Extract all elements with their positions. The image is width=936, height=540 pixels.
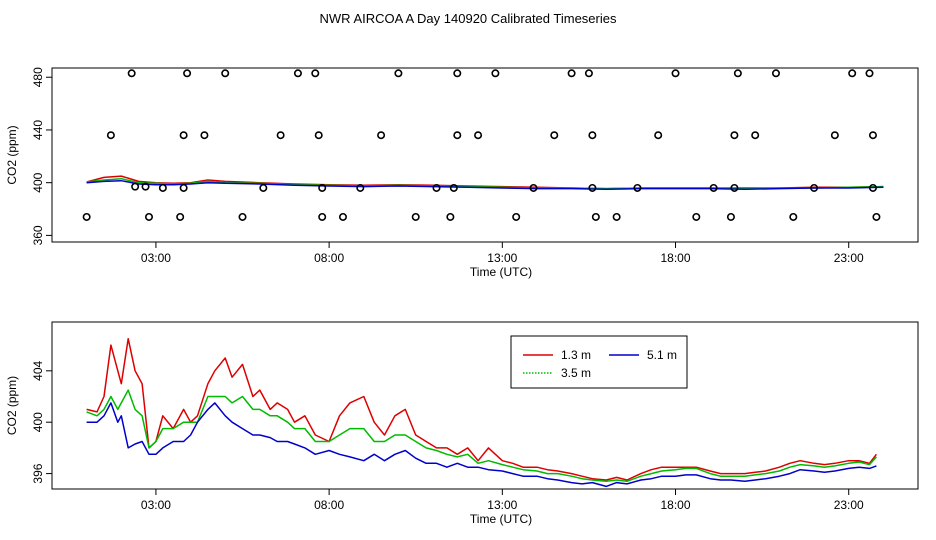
scatter-point bbox=[771, 69, 780, 78]
scatter-point bbox=[453, 131, 462, 140]
scatter-point bbox=[848, 69, 857, 78]
plot-frame bbox=[51, 321, 919, 490]
scatter-point bbox=[591, 212, 600, 221]
x-tick-label: 23:00 bbox=[834, 498, 864, 512]
scatter-point bbox=[529, 183, 538, 192]
scatter-point bbox=[179, 183, 188, 192]
scatter-point bbox=[588, 131, 597, 140]
x-axis-label: Time (UTC) bbox=[470, 512, 532, 526]
y-axis-label: CO2 (ppm) bbox=[5, 125, 19, 184]
scatter-point bbox=[338, 212, 347, 221]
scatter-point bbox=[449, 183, 458, 192]
x-tick-label: 18:00 bbox=[661, 498, 691, 512]
scatter-point bbox=[131, 182, 140, 191]
scatter-point bbox=[411, 212, 420, 221]
scatter-point bbox=[200, 131, 209, 140]
scatter-point bbox=[868, 183, 877, 192]
scatter-point bbox=[692, 212, 701, 221]
scatter-point bbox=[588, 183, 597, 192]
scatter-point bbox=[671, 69, 680, 78]
y-tick-label: 440 bbox=[31, 120, 45, 140]
scatter-point bbox=[733, 69, 742, 78]
scatter-point bbox=[356, 183, 365, 192]
y-axis-label: CO2 (ppm) bbox=[5, 376, 19, 435]
series-line-5-1m bbox=[86, 402, 877, 488]
series-line-1-3m bbox=[86, 337, 877, 481]
scatter-point bbox=[868, 131, 877, 140]
scatter-point bbox=[474, 131, 483, 140]
scatter-point bbox=[432, 183, 441, 192]
x-tick-label: 08:00 bbox=[314, 251, 344, 265]
chart-title: NWR AIRCOA A Day 140920 Calibrated Times… bbox=[320, 11, 617, 26]
scatter-point bbox=[179, 131, 188, 140]
scatter-point bbox=[377, 131, 386, 140]
x-tick-label: 03:00 bbox=[141, 251, 171, 265]
scatter-point bbox=[865, 69, 874, 78]
scatter-point bbox=[221, 69, 230, 78]
legend-box bbox=[510, 335, 688, 389]
scatter-point bbox=[238, 212, 247, 221]
scatter-point bbox=[730, 183, 739, 192]
scatter-point bbox=[584, 69, 593, 78]
scatter-point bbox=[314, 131, 323, 140]
y-tick-label: 396 bbox=[31, 463, 45, 483]
scatter-point bbox=[453, 69, 462, 78]
scatter-point bbox=[872, 212, 881, 221]
scatter-point bbox=[612, 212, 621, 221]
scatter-point bbox=[318, 212, 327, 221]
y-tick-label: 480 bbox=[31, 67, 45, 87]
x-tick-label: 08:00 bbox=[314, 498, 344, 512]
scatter-point bbox=[127, 69, 136, 78]
series-line-3-5m bbox=[86, 389, 877, 483]
scatter-point bbox=[730, 131, 739, 140]
scatter-point bbox=[318, 183, 327, 192]
x-tick-label: 13:00 bbox=[487, 498, 517, 512]
y-tick-label: 404 bbox=[31, 360, 45, 380]
scatter-point bbox=[446, 212, 455, 221]
legend-label: 3.5 m bbox=[561, 366, 591, 380]
scatter-point bbox=[276, 131, 285, 140]
panel-top-timeseries: 03:00 08:00 13:00 18:00 23:00 360 400 440 480 Tim… bbox=[5, 67, 919, 279]
y-tick-label: 360 bbox=[31, 225, 45, 245]
scatter-point bbox=[311, 69, 320, 78]
scatter-point bbox=[830, 131, 839, 140]
x-tick-label: 13:00 bbox=[487, 251, 517, 265]
x-tick-label: 23:00 bbox=[834, 251, 864, 265]
scatter-point bbox=[654, 131, 663, 140]
scatter-point bbox=[158, 183, 167, 192]
scatter-point bbox=[293, 69, 302, 78]
legend: 1.3 m 3.5 m 5.1 m bbox=[510, 335, 688, 389]
y-tick-label: 400 bbox=[31, 172, 45, 192]
scatter-point bbox=[491, 69, 500, 78]
scatter-point bbox=[810, 183, 819, 192]
scatter-point bbox=[176, 212, 185, 221]
scatter-point bbox=[709, 183, 718, 192]
scatter-point bbox=[259, 183, 268, 192]
scatter-point bbox=[82, 212, 91, 221]
scatter-point bbox=[144, 212, 153, 221]
scatter-point bbox=[550, 131, 559, 140]
scatter-point bbox=[567, 69, 576, 78]
scatter-point bbox=[789, 212, 798, 221]
legend-label: 5.1 m bbox=[647, 348, 677, 362]
y-tick-label: 400 bbox=[31, 412, 45, 432]
scatter-point bbox=[141, 182, 150, 191]
scatter-point bbox=[106, 131, 115, 140]
x-tick-label: 18:00 bbox=[661, 251, 691, 265]
scatter-point bbox=[726, 212, 735, 221]
x-tick-label: 03:00 bbox=[141, 498, 171, 512]
scatter-point bbox=[633, 183, 642, 192]
plot-frame bbox=[51, 67, 919, 243]
x-axis-label: Time (UTC) bbox=[470, 265, 532, 279]
scatter-point bbox=[512, 212, 521, 221]
panel-bottom-timeseries: 03:00 08:00 13:00 18:00 23:00 396 400 404 Time (… bbox=[5, 321, 919, 526]
scatter-point bbox=[183, 69, 192, 78]
scatter-point bbox=[751, 131, 760, 140]
scatter-point bbox=[394, 69, 403, 78]
legend-label: 1.3 m bbox=[561, 348, 591, 362]
